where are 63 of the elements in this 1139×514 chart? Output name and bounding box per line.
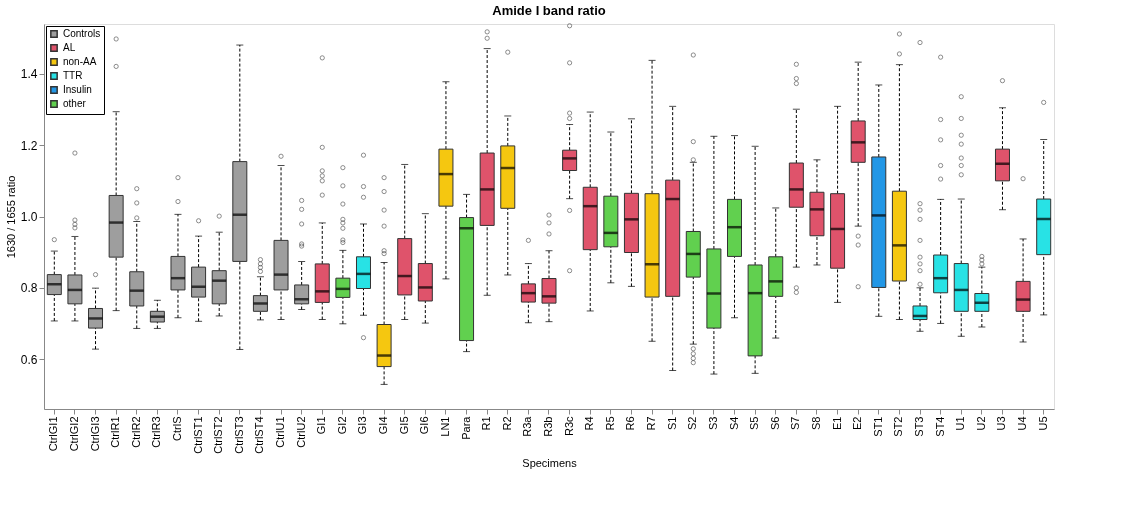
x-tick-label: CtrlU1 bbox=[274, 416, 287, 448]
x-tick-label: U4 bbox=[1016, 416, 1029, 431]
x-tick-label: U2 bbox=[974, 416, 987, 431]
x-tick-label: S5 bbox=[748, 416, 761, 430]
x-tick-label: CtrlGI3 bbox=[88, 416, 101, 452]
x-tick-label: GI6 bbox=[418, 416, 431, 435]
x-tick-label: S3 bbox=[706, 416, 719, 430]
legend-label: non-AA bbox=[63, 56, 97, 67]
x-tick-label: U3 bbox=[995, 416, 1008, 431]
x-tick-label: E1 bbox=[830, 416, 843, 430]
legend-label: Controls bbox=[63, 28, 101, 39]
y-tick-label: 0.6 bbox=[20, 352, 38, 367]
y-tick-label: 0.8 bbox=[20, 281, 38, 296]
x-tick-label: R6 bbox=[624, 416, 637, 431]
x-tick-label: CtrlU2 bbox=[294, 416, 307, 448]
x-tick-label: Para bbox=[459, 415, 472, 440]
x-tick-label: CtrlST2 bbox=[212, 416, 225, 454]
legend-label: Insulin bbox=[63, 84, 92, 95]
y-axis-title: 1630 / 1655 ratio bbox=[4, 175, 17, 259]
x-tick-label: LN1 bbox=[438, 416, 451, 437]
x-tick-label: CtrlR2 bbox=[129, 416, 142, 448]
x-tick-label: S8 bbox=[809, 416, 822, 430]
x-tick-label: ST4 bbox=[933, 416, 946, 437]
x-tick-label: CtrlS bbox=[170, 416, 183, 441]
legend-label: other bbox=[63, 98, 87, 109]
x-tick-label: GI3 bbox=[356, 416, 369, 435]
x-axis-title: Specimens bbox=[522, 456, 578, 469]
x-tick-label: CtrlR3 bbox=[150, 416, 163, 448]
x-tick-label: R3a bbox=[521, 415, 534, 437]
x-tick-label: R3b bbox=[542, 416, 554, 437]
x-tick-label: S4 bbox=[727, 416, 740, 430]
legend-label: AL bbox=[63, 42, 76, 53]
x-tick-label: GI4 bbox=[377, 416, 390, 435]
x-tick-label: ST1 bbox=[871, 416, 884, 437]
x-tick-label: R5 bbox=[603, 416, 616, 431]
x-tick-label: S7 bbox=[789, 416, 802, 430]
x-tick-label: R4 bbox=[583, 416, 596, 431]
x-tick-label: R3c bbox=[562, 416, 575, 437]
x-tick-label: GI5 bbox=[397, 416, 410, 435]
x-tick-label: U1 bbox=[954, 416, 967, 431]
x-tick-label: S1 bbox=[665, 416, 678, 430]
x-tick-label: R7 bbox=[645, 416, 658, 431]
y-tick-label: 1.0 bbox=[20, 210, 38, 224]
y-tick-label: 1.4 bbox=[20, 67, 38, 82]
y-tick-label: 1.2 bbox=[20, 138, 38, 153]
x-tick-label: E2 bbox=[851, 416, 864, 430]
x-tick-label: CtrlST4 bbox=[253, 416, 266, 454]
x-tick-label: GI2 bbox=[335, 416, 348, 435]
chart-title: Amide I band ratio bbox=[492, 3, 606, 19]
x-tick-label: S2 bbox=[686, 416, 699, 430]
x-tick-label: GI1 bbox=[315, 416, 328, 435]
x-tick-label: CtrlR1 bbox=[109, 416, 122, 448]
x-tick-label: R1 bbox=[480, 416, 493, 431]
x-tick-label: CtrlST1 bbox=[191, 416, 204, 454]
x-tick-label: R2 bbox=[500, 416, 513, 431]
x-tick-label: ST2 bbox=[892, 416, 905, 437]
x-tick-label: CtrlGI1 bbox=[47, 416, 60, 452]
x-tick-label: S6 bbox=[768, 416, 781, 430]
x-tick-label: ST3 bbox=[913, 416, 926, 437]
x-tick-label: U5 bbox=[1036, 416, 1049, 431]
x-tick-label: CtrlGI2 bbox=[67, 416, 80, 452]
legend-label: TTR bbox=[63, 70, 83, 81]
x-tick-label: CtrlST3 bbox=[232, 416, 245, 454]
